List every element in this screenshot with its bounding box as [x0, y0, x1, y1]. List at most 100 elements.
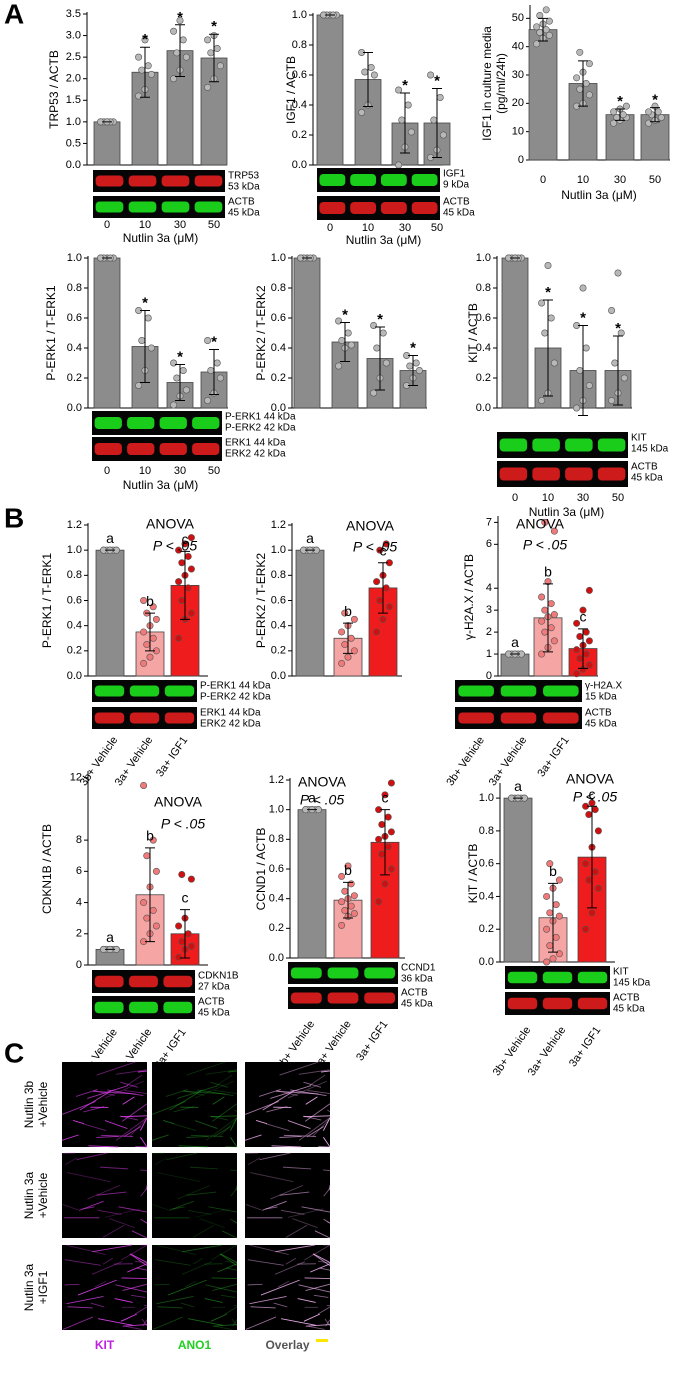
fiber	[317, 1260, 331, 1264]
fiber	[162, 1120, 175, 1125]
blot-label: ACTB	[443, 197, 470, 208]
fiber	[66, 1296, 104, 1305]
fiber	[121, 1103, 148, 1122]
x-tick-label: 0	[512, 492, 518, 504]
y-tick-label: 6	[76, 865, 82, 877]
data-point	[544, 261, 552, 269]
fiber	[145, 1185, 148, 1191]
anova-label: ANOVA	[146, 516, 195, 532]
data-point	[546, 942, 554, 950]
significance-label: c	[182, 531, 189, 547]
blot-band	[565, 438, 593, 452]
blot-band	[543, 712, 579, 724]
y-tick-label: 2	[486, 626, 492, 638]
data-point	[344, 329, 352, 337]
data-point	[619, 111, 627, 119]
fiber	[301, 1206, 331, 1213]
blot-band	[163, 975, 193, 988]
blot-band	[532, 438, 560, 452]
y-axis-label: P-ERK1 / T-ERK1	[40, 553, 54, 648]
error-bar	[140, 46, 150, 98]
y-tick-label: 0.6	[269, 863, 284, 875]
x-tick-label: 30	[614, 174, 626, 186]
fiber	[259, 1152, 291, 1161]
data-point	[585, 381, 593, 389]
fiber	[214, 1325, 232, 1330]
data-point	[582, 860, 590, 868]
data-point	[533, 23, 541, 31]
micrograph	[62, 1153, 147, 1238]
fiber	[217, 1263, 238, 1273]
y-tick-label: 1.2	[271, 519, 286, 531]
y-tick-label: 8	[76, 834, 82, 846]
fiber	[219, 1118, 238, 1137]
data-point	[152, 867, 160, 875]
fiber	[142, 1319, 148, 1327]
fiber	[247, 1283, 263, 1286]
error-bar	[145, 847, 155, 943]
blot-band	[327, 967, 359, 979]
error-bar	[408, 355, 418, 386]
fiber	[245, 1204, 262, 1211]
fiber	[156, 1244, 196, 1256]
fiber	[323, 1218, 331, 1224]
data-point	[541, 518, 549, 526]
data-point	[135, 53, 143, 61]
anova-label: ANOVA	[516, 516, 565, 532]
y-tick-label: 20	[512, 97, 524, 109]
data-point	[550, 637, 558, 645]
significance-label: a	[306, 530, 314, 546]
data-point	[178, 938, 186, 946]
significance-label: *	[580, 309, 586, 326]
data-point	[582, 650, 590, 658]
fiber	[271, 1145, 302, 1148]
blot-band	[164, 685, 195, 697]
data-point	[341, 641, 349, 649]
data-point	[347, 341, 355, 349]
y-tick-label: 0.0	[292, 159, 307, 171]
fiber	[152, 1152, 166, 1154]
y-tick-label: 1.0	[67, 544, 82, 556]
fiber	[304, 1244, 331, 1261]
data-point	[382, 359, 390, 367]
fiber	[277, 1280, 290, 1288]
data-point	[576, 85, 584, 93]
x-tick-label: 50	[208, 219, 220, 231]
y-tick-label: 1.2	[269, 774, 284, 786]
fiber	[250, 1306, 276, 1309]
fiber	[249, 1296, 287, 1305]
data-point	[549, 955, 557, 963]
data-point	[173, 49, 181, 57]
fiber	[99, 1166, 129, 1170]
fiber	[258, 1088, 281, 1097]
data-point	[545, 17, 553, 25]
fiber	[312, 1253, 331, 1267]
blot-band	[597, 438, 626, 452]
data-point	[347, 902, 355, 910]
fiber	[230, 1169, 238, 1172]
significance-label: *	[342, 306, 348, 323]
data-point	[611, 359, 619, 367]
y-tick-label: 0.6	[479, 858, 494, 870]
y-tick-label: 0.0	[271, 402, 286, 414]
x-axis-label: Nutlin 3a (μM)	[529, 505, 605, 519]
fiber	[288, 1080, 327, 1099]
error-bar	[343, 881, 353, 919]
data-point	[576, 632, 584, 640]
fiber	[210, 1081, 229, 1088]
significance-label: *	[211, 333, 217, 350]
blot-band	[159, 417, 187, 429]
data-point	[573, 619, 581, 627]
data-point	[591, 868, 599, 876]
fiber	[234, 1109, 238, 1112]
blot-band	[543, 685, 579, 697]
micrograph	[245, 1062, 330, 1147]
fiber	[279, 1191, 310, 1196]
data-point	[152, 615, 160, 623]
fiber	[134, 1306, 148, 1315]
y-tick-label: 0.4	[269, 893, 284, 905]
blot-band	[129, 712, 160, 724]
fiber	[225, 1145, 238, 1148]
data-point	[538, 299, 546, 307]
blot-label: ACTB	[401, 988, 428, 999]
